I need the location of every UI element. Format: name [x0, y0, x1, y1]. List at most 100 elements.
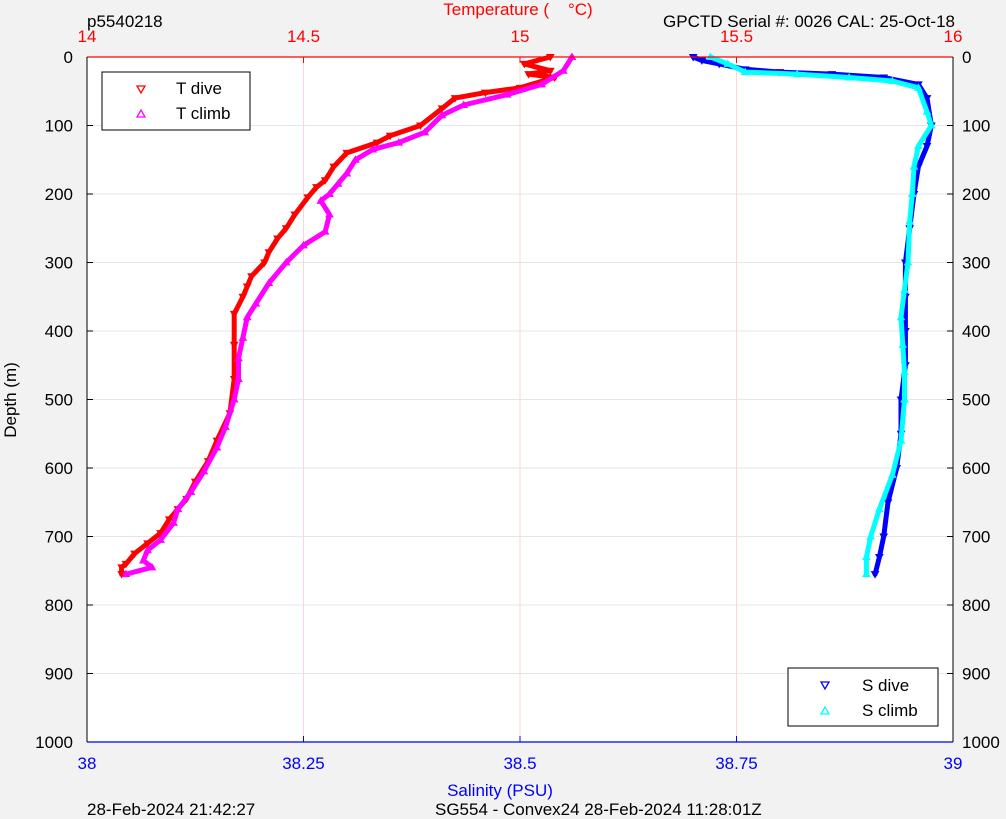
t-climb-point [242, 312, 252, 321]
depth-tick-label-left: 0 [64, 48, 73, 67]
depth-tick-label-left: 800 [45, 596, 73, 615]
t-dive-point [480, 89, 490, 98]
s-climb-point [896, 436, 906, 444]
temperature-tick-label: 15 [511, 27, 530, 46]
s-climb-point [862, 569, 871, 578]
depth-tick-label-right: 600 [962, 459, 990, 478]
t-climb-point [537, 79, 547, 88]
s-climb-legend-label: S climb [862, 701, 918, 720]
depth-tick-label-right: 300 [962, 254, 990, 273]
t-dive-point [437, 105, 447, 113]
temperature-tick-label: 15.5 [720, 27, 753, 46]
s-climb-point [926, 121, 936, 129]
depth-tick-label-left: 100 [45, 117, 73, 136]
depth-tick-label-left: 200 [45, 185, 73, 204]
s-climb-point [875, 504, 884, 513]
t-dive-point [342, 149, 352, 158]
t-dive-point [247, 273, 256, 281]
t-dive-point [519, 60, 529, 69]
t-dive-point [273, 235, 282, 244]
s-climb-point [723, 59, 733, 67]
t-climb-point [234, 374, 243, 382]
t-climb-legend-marker [135, 108, 147, 118]
salinity-tick-label: 38.25 [282, 754, 325, 773]
salinity-tick-label: 39 [944, 754, 963, 773]
t-climb-point [147, 562, 157, 571]
t-climb-point [325, 189, 334, 197]
t-dive-legend-marker [135, 85, 147, 95]
s-climb-point [900, 395, 909, 403]
t-climb-point [299, 240, 308, 249]
t-dive-point [385, 132, 395, 141]
t-climb-point [221, 422, 230, 430]
t-climb-point [316, 196, 326, 204]
s-dive-point [883, 499, 893, 507]
calibration-label: GPCTD Serial #: 0026 CAL: 25-Oct-18 [663, 12, 955, 31]
t-climb-point [368, 144, 378, 153]
temperature-axis-title: Temperature ( °C) [443, 0, 592, 19]
t-climb-point [229, 395, 239, 403]
s-dive-legend-marker [819, 681, 831, 691]
salinity-tick-label: 38.75 [715, 754, 758, 773]
t-dive-legend-label: T dive [176, 79, 222, 98]
s-climb-point [907, 189, 917, 197]
t-climb-point [264, 278, 274, 287]
t-climb-point [420, 127, 430, 136]
temperature-legend-box [101, 71, 251, 131]
profile-id-label: p5540218 [87, 12, 163, 31]
t-dive-point [320, 177, 330, 185]
s-climb-point [792, 69, 802, 78]
s-climb-point [900, 285, 909, 293]
t-climb-point [173, 504, 183, 513]
t-climb-point [186, 487, 196, 495]
s-dive-point [922, 143, 932, 151]
depth-tick-label-right: 0 [962, 48, 971, 67]
depth-tick-label-right: 200 [962, 185, 990, 204]
t-climb-point [199, 466, 209, 475]
s-climb-point [903, 258, 913, 266]
depth-tick-label-left: 1000 [35, 733, 73, 752]
depth-tick-label-left: 300 [45, 254, 73, 273]
t-climb-point [238, 333, 248, 341]
depth-tick-label-left: 900 [45, 665, 73, 684]
depth-tick-label-left: 500 [45, 391, 73, 410]
t-dive-point [545, 67, 555, 76]
t-dive-point [130, 550, 140, 559]
t-climb-point [121, 569, 131, 578]
temperature-tick-label: 16 [944, 27, 963, 46]
temperature-legend: T dive T climb [101, 71, 251, 131]
t-climb-point [325, 210, 334, 218]
t-dive-point [164, 516, 174, 524]
t-climb-point [251, 299, 261, 307]
s-dive-point [875, 554, 884, 562]
s-climb-point [844, 73, 854, 81]
s-climb-point [888, 470, 897, 478]
salinity-legend-box [787, 667, 939, 727]
depth-tick-label-right: 500 [962, 391, 990, 410]
depth-tick-label-right: 700 [962, 528, 990, 547]
t-climb-point [342, 168, 352, 177]
t-dive-point [290, 211, 300, 220]
t-climb-point [169, 518, 178, 526]
salinity-tick-label: 38 [78, 754, 97, 773]
s-climb-point [898, 340, 908, 348]
s-climb-point [866, 532, 876, 540]
t-climb-point [281, 258, 291, 266]
t-climb-point [138, 555, 148, 564]
s-climb-point [862, 552, 871, 561]
salinity-legend: S dive S climb [787, 667, 939, 727]
s-climb-point [913, 83, 923, 91]
s-dive-legend-label: S dive [862, 676, 909, 695]
t-dive-point [260, 259, 269, 267]
t-dive-point [117, 564, 127, 572]
timestamp-label: 28-Feb-2024 21:42:27 [87, 800, 255, 819]
depth-tick-label-left: 600 [45, 459, 73, 478]
t-climb-point [502, 90, 512, 98]
series-layer [117, 52, 936, 579]
t-dive-point [312, 184, 321, 192]
s-climb-point [913, 141, 923, 150]
t-climb-point [437, 110, 447, 119]
t-climb-point [234, 353, 243, 362]
axes-layer: 0 0 100 100 200 200 300 300 400 400 500 500 600 600 70… [35, 27, 1000, 773]
